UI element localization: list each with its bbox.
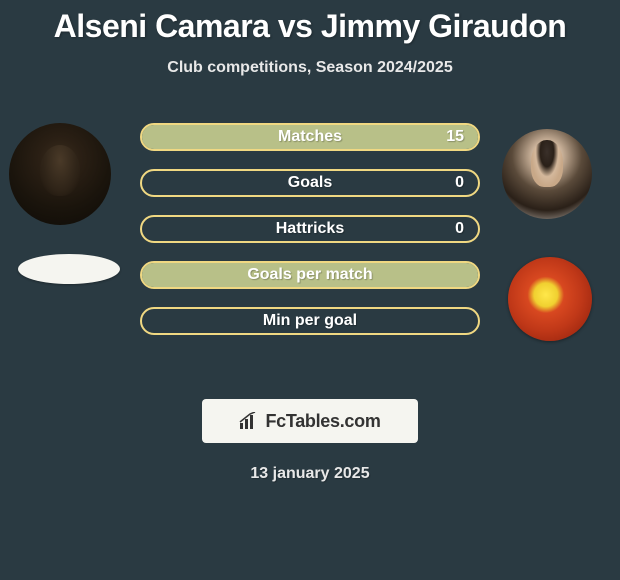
bar-chart-icon (239, 412, 259, 430)
brand-text: FcTables.com (265, 411, 380, 432)
player-right-club-badge (508, 257, 592, 341)
stat-bar-value-right: 0 (455, 174, 464, 192)
stat-bar-label: Goals per match (142, 266, 478, 284)
stat-bar: Min per goal (140, 307, 480, 335)
page-subtitle: Club competitions, Season 2024/2025 (0, 59, 620, 77)
stat-bar-label: Goals (142, 174, 478, 192)
player-left-avatar (9, 123, 111, 225)
stat-bar: Goals0 (140, 169, 480, 197)
player-left-club-badge (18, 254, 120, 284)
stat-bar: Hattricks0 (140, 215, 480, 243)
footer-date: 13 january 2025 (0, 465, 620, 483)
stat-bar-label: Hattricks (142, 220, 478, 238)
stat-bar-value-right: 15 (446, 128, 464, 146)
stat-bar-label: Min per goal (142, 312, 478, 330)
stat-bar-label: Matches (142, 128, 478, 146)
stat-bar-value-right: 0 (455, 220, 464, 238)
page-title: Alseni Camara vs Jimmy Giraudon (0, 0, 620, 45)
comparison-panel: Matches15Goals0Hattricks0Goals per match… (0, 123, 620, 383)
player-right-avatar (502, 129, 592, 219)
stat-bar: Matches15 (140, 123, 480, 151)
stat-bars: Matches15Goals0Hattricks0Goals per match… (140, 123, 480, 353)
brand-badge: FcTables.com (202, 399, 418, 443)
stat-bar: Goals per match (140, 261, 480, 289)
